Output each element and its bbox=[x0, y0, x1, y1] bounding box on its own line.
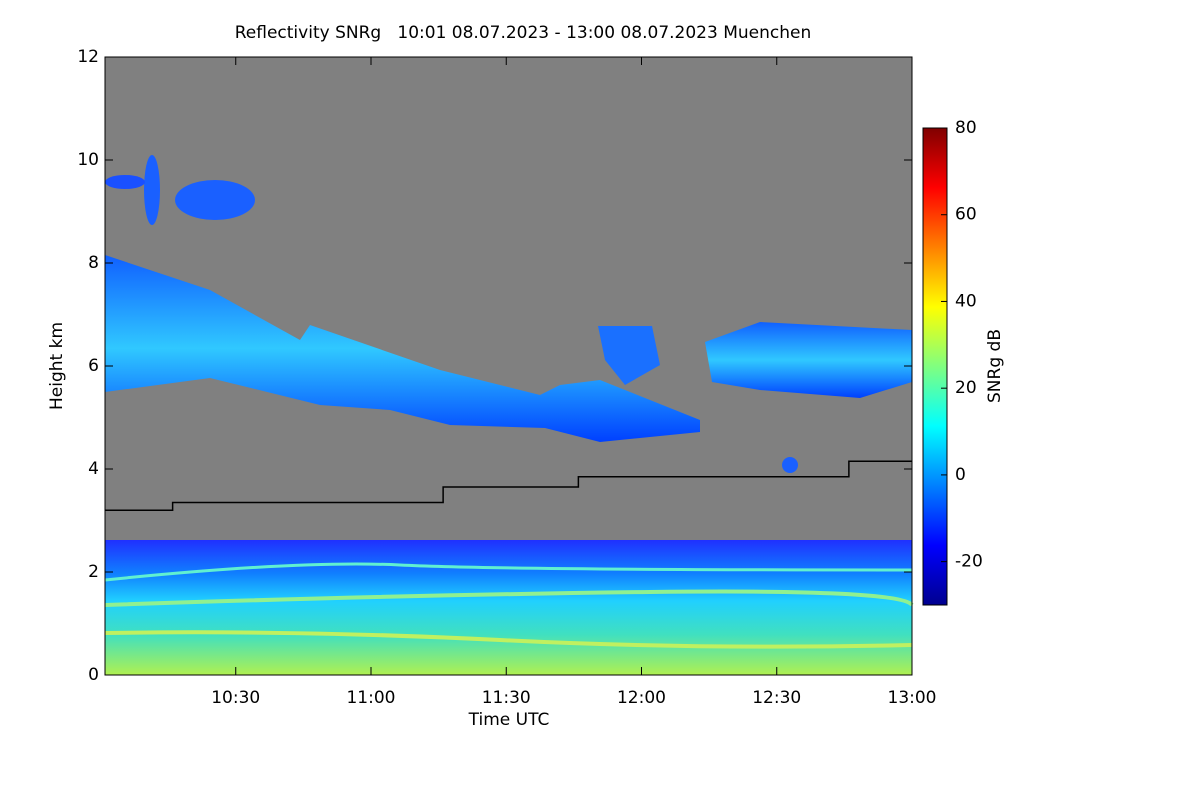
y-tick-label: 8 bbox=[88, 253, 99, 273]
colorbar-tick-label: 20 bbox=[955, 378, 977, 398]
cloud-echo bbox=[782, 457, 798, 473]
colorbar-tick-label: 40 bbox=[955, 291, 977, 311]
y-tick-label: 10 bbox=[77, 150, 99, 170]
cloud-echo bbox=[105, 255, 700, 442]
cloud-echo bbox=[144, 155, 160, 225]
x-tick-label: 11:30 bbox=[482, 688, 531, 708]
colorbar-tick-label: 0 bbox=[955, 465, 966, 485]
echo-field bbox=[104, 155, 914, 675]
y-tick-label: 4 bbox=[88, 459, 99, 479]
colorbar-tick-label: -20 bbox=[955, 552, 983, 572]
colorbar-tick-label: 60 bbox=[955, 205, 977, 225]
y-axis-label: Height km bbox=[47, 322, 67, 410]
echo-band bbox=[104, 630, 913, 649]
y-tick-label: 6 bbox=[88, 356, 99, 376]
x-axis-label: Time UTC bbox=[468, 710, 550, 730]
cloud-echo bbox=[705, 322, 912, 398]
x-tick-label: 12:00 bbox=[617, 688, 666, 708]
boundary-layer-echo bbox=[105, 540, 912, 675]
colorbar-tick-label: 80 bbox=[955, 118, 977, 138]
echo-band bbox=[104, 562, 913, 582]
y-tick-label: 12 bbox=[77, 47, 99, 67]
series-line bbox=[105, 460, 912, 511]
cloud-echo bbox=[105, 175, 145, 189]
x-tick-label: 12:30 bbox=[752, 688, 801, 708]
cloud-echo bbox=[175, 180, 255, 220]
y-tick-label: 2 bbox=[88, 562, 99, 582]
colorbar bbox=[922, 127, 948, 606]
y-tick-label: 0 bbox=[88, 665, 99, 685]
x-tick-label: 11:00 bbox=[346, 688, 395, 708]
echo-band bbox=[104, 589, 914, 607]
cloud-echo bbox=[598, 326, 660, 385]
x-tick-label: 13:00 bbox=[888, 688, 937, 708]
colorbar-label: SNRg dB bbox=[985, 329, 1005, 403]
chart-title: Reflectivity SNRg 10:01 08.07.2023 - 13:… bbox=[235, 23, 811, 43]
x-tick-label: 10:30 bbox=[211, 688, 260, 708]
